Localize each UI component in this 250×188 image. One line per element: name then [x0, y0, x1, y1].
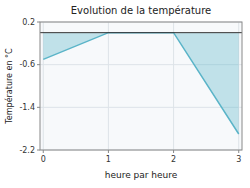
- x-axis-label: heure par heure: [105, 170, 178, 180]
- tick-label: 0.2: [22, 18, 35, 27]
- tick-label: 0: [41, 155, 46, 164]
- chart-container: 0.2 -0.6 -1.4 -2.2 0 1 2 3 Evolution de la tempé…: [0, 0, 250, 188]
- tick-label: 1: [106, 155, 111, 164]
- baseline: [40, 32, 242, 33]
- tick-label: -1.4: [19, 103, 35, 112]
- line: [43, 33, 238, 134]
- plot-background: [40, 22, 242, 150]
- plot-frame: [40, 22, 242, 150]
- tick-label: 3: [236, 155, 241, 164]
- grid-line: [40, 107, 242, 108]
- data-area: [40, 33, 242, 134]
- tick-label: -2.2: [19, 146, 35, 155]
- grid-line: [173, 22, 174, 150]
- chart: 0.2 -0.6 -1.4 -2.2 0 1 2 3 Evolution de la tempé…: [0, 0, 250, 188]
- grid-line: [108, 22, 109, 150]
- tick-label: -0.6: [19, 60, 35, 69]
- y-axis-label: Température en °C: [4, 48, 14, 125]
- area: [43, 33, 238, 134]
- title: Evolution de la température: [71, 5, 211, 16]
- tick-label: 2: [171, 155, 176, 164]
- grid: [40, 22, 242, 150]
